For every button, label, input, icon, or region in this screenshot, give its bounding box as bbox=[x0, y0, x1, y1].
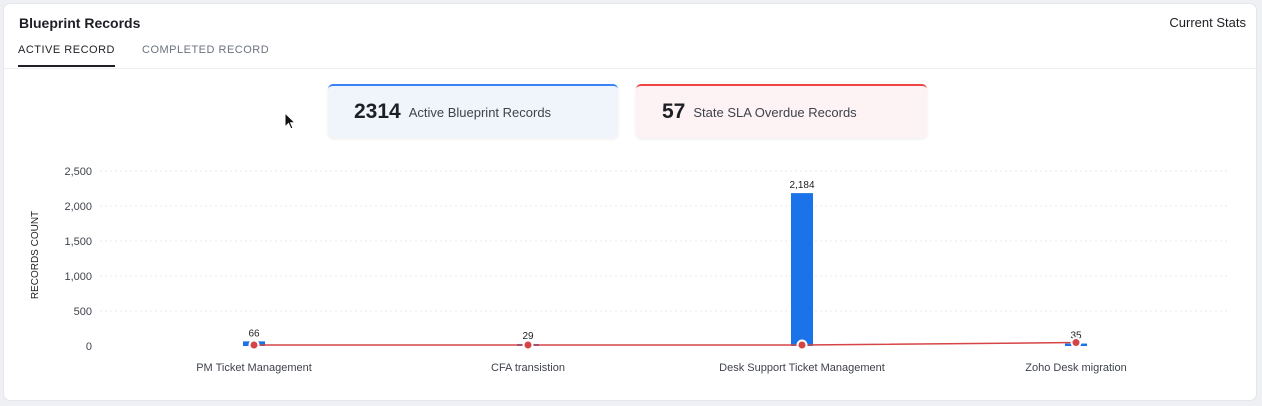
panel-title: Blueprint Records bbox=[19, 15, 141, 31]
y-tick-label: 2,500 bbox=[64, 166, 92, 178]
bar-data-label: 66 bbox=[248, 328, 260, 339]
sla-overdue-records-card: 57 State SLA Overdue Records bbox=[636, 84, 927, 138]
active-records-count: 2314 bbox=[354, 100, 401, 123]
line-point bbox=[248, 339, 260, 351]
x-category-label: Zoho Desk migration bbox=[1025, 362, 1127, 374]
line-point bbox=[522, 339, 534, 351]
y-tick-label: 1,500 bbox=[64, 236, 92, 248]
sla-overdue-label: State SLA Overdue Records bbox=[693, 104, 857, 120]
y-tick-label: 1,000 bbox=[64, 271, 92, 283]
blueprint-records-panel bbox=[4, 4, 1256, 400]
line-point bbox=[796, 339, 808, 351]
series-line bbox=[254, 341, 1077, 346]
tab-active-record[interactable]: ACTIVE RECORD bbox=[18, 44, 115, 67]
bar-data-label: 29 bbox=[522, 331, 534, 342]
bar-data-label: 35 bbox=[1070, 331, 1082, 342]
x-category-label: Desk Support Ticket Management bbox=[719, 362, 885, 374]
active-records-label: Active Blueprint Records bbox=[408, 104, 552, 120]
tab-completed-record[interactable]: COMPLETED RECORD bbox=[142, 44, 270, 56]
y-axis-label: RECORDS COUNT bbox=[30, 211, 41, 299]
mouse-cursor-icon bbox=[284, 112, 297, 130]
bar bbox=[791, 193, 813, 346]
active-blueprint-records-card: 2314 Active Blueprint Records bbox=[328, 84, 618, 138]
x-category-label: PM Ticket Management bbox=[196, 362, 312, 374]
x-category-label: CFA transistion bbox=[491, 362, 565, 374]
line-point bbox=[1070, 337, 1082, 349]
sla-overdue-count: 57 bbox=[662, 100, 686, 123]
bar-data-label: 2,184 bbox=[789, 180, 814, 191]
record-tabs: ACTIVE RECORD COMPLETED RECORD bbox=[0, 40, 1262, 69]
y-tick-label: 500 bbox=[74, 306, 92, 318]
current-stats-label[interactable]: Current Stats bbox=[1169, 15, 1246, 30]
y-tick-label: 2,000 bbox=[64, 201, 92, 213]
y-tick-label: 0 bbox=[86, 341, 92, 353]
